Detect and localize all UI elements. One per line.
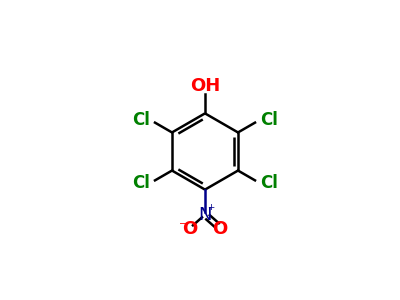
Text: $\mathrm{N}$: $\mathrm{N}$	[198, 206, 212, 224]
Text: OH: OH	[190, 77, 220, 95]
Text: O: O	[182, 220, 198, 238]
Text: O: O	[212, 220, 228, 238]
Text: Cl: Cl	[132, 111, 150, 129]
Text: $^+$: $^+$	[206, 203, 216, 216]
Text: Cl: Cl	[132, 174, 150, 192]
Text: $^-$: $^-$	[176, 220, 187, 234]
Text: Cl: Cl	[260, 174, 278, 192]
Text: Cl: Cl	[260, 111, 278, 129]
